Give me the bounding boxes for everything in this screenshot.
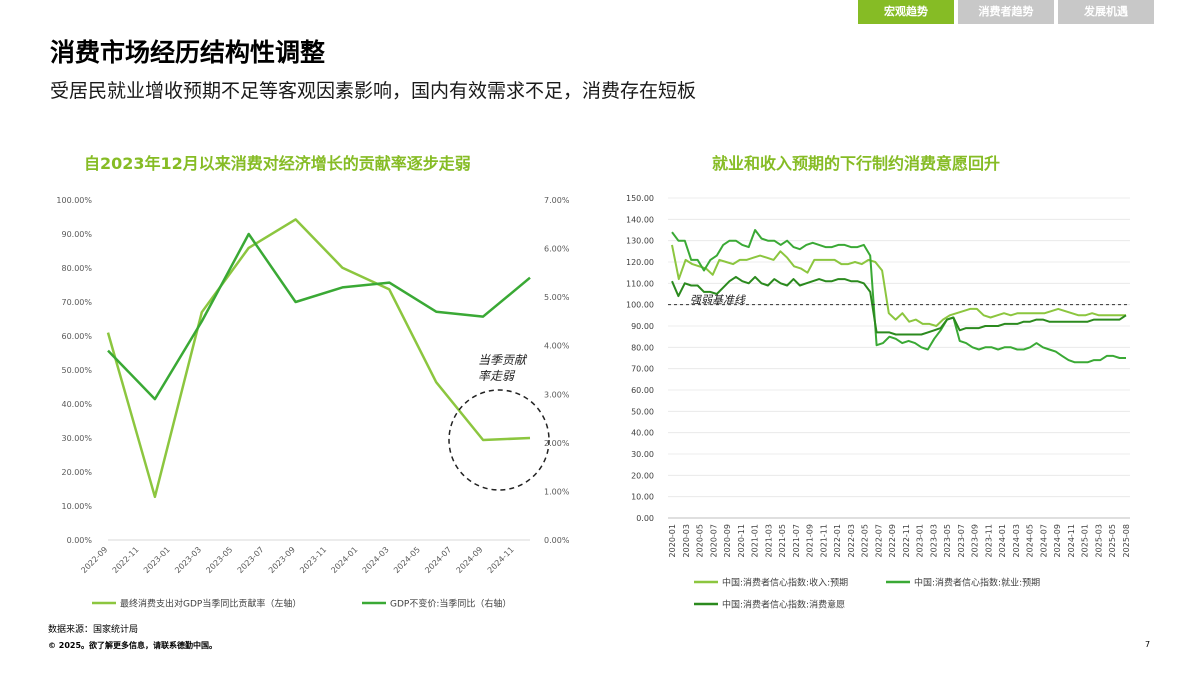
chart2-x-tick: 2024-03: [1012, 524, 1021, 557]
chart2-y-tick: 110.00: [626, 279, 654, 288]
tab-opportunities[interactable]: 发展机遇: [1058, 0, 1154, 24]
chart2-x-tick: 2020-09: [723, 524, 732, 557]
chart2-x-tick: 2022-11: [902, 524, 911, 557]
chart2-baseline-label: 强弱基准线: [690, 294, 746, 307]
chart2-y-tick: 30.00: [631, 450, 654, 459]
chart1-consumption-contribution: 0.00% 10.00% 20.00% 30.00% 40.00% 50.00% 60.00…: [56, 196, 570, 610]
chart2-x-tick: 2023-05: [943, 524, 952, 557]
chart2-x-tick: 2025-05: [1108, 524, 1117, 557]
tab-consumer-trends[interactable]: 消费者趋势: [958, 0, 1054, 24]
chart2-legend-label-2: 中国:消费者信心指数:消费意愿: [722, 599, 845, 611]
chart2-legend-label-0: 中国:消费者信心指数:收入:预期: [722, 577, 848, 589]
top-nav: 宏观趋势 消费者趋势 发展机遇: [858, 0, 1154, 24]
copyright: © 2025。欲了解更多信息，请联系德勤中国。: [48, 641, 218, 650]
chart1-right-tick: 0.00%: [544, 536, 570, 545]
chart2-y-tick: 70.00: [631, 365, 654, 374]
chart1-annotation-circle: [448, 389, 550, 491]
chart1-left-tick: 30.00%: [61, 434, 92, 443]
chart2-x-tick: 2020-01: [668, 524, 677, 557]
chart2-x-tick: 2023-01: [916, 524, 925, 557]
chart2-x-tick: 2020-11: [737, 524, 746, 557]
chart2-x-tick: 2024-07: [1039, 524, 1048, 557]
chart1-right-tick: 2.00%: [544, 439, 570, 448]
chart2-x-tick: 2021-07: [792, 524, 801, 557]
chart1-left-tick: 80.00%: [61, 264, 92, 273]
chart2-y-tick: 140.00: [626, 215, 654, 224]
chart1-series-1: [107, 232, 531, 401]
chart1-left-tick: 60.00%: [61, 332, 92, 341]
page-title: 消费市场经历结构性调整: [50, 38, 326, 67]
chart2-x-tick: 2024-05: [1026, 524, 1035, 557]
chart2-x-tick: 2021-09: [806, 524, 815, 557]
chart1-right-tick: 1.00%: [544, 487, 570, 496]
chart1-annotation-text: 当季贡献: [478, 353, 528, 367]
chart2-x-tick: 2022-07: [874, 524, 883, 557]
chart1-left-tick: 0.00%: [67, 536, 93, 545]
chart2-x-tick: 2022-05: [861, 524, 870, 557]
chart2-y-tick: 120.00: [626, 258, 654, 267]
chart1-left-tick: 50.00%: [61, 366, 92, 375]
chart2-legend-label-1: 中国:消费者信心指数:就业:预期: [914, 577, 1040, 589]
chart1-right-tick: 3.00%: [544, 390, 570, 399]
chart2-x-tick: 2023-03: [929, 524, 938, 557]
page-subtitle: 受居民就业增收预期不足等客观因素影响，国内有效需求不足，消费存在短板: [50, 80, 697, 102]
chart2-x-tick: 2021-01: [751, 524, 760, 557]
chart2-x-tick: 2021-03: [764, 524, 773, 557]
chart2-x-tick: 2025-08: [1122, 524, 1131, 557]
chart1-series-0: [106, 218, 531, 499]
chart1-legend-label-1: GDP不变价:当季同比（右轴）: [390, 598, 511, 610]
chart2-x-tick: 2023-11: [984, 524, 993, 557]
chart2-series-1: [671, 229, 1126, 364]
chart2-consumer-confidence: 0.00 10.00 20.00 30.00 40.00 50.00 60.00 70.00 8…: [626, 194, 1131, 611]
chart2-title: 就业和收入预期的下行制约消费意愿回升: [712, 154, 1001, 173]
chart2-series-2: [671, 275, 1127, 336]
data-source: 数据来源：国家统计局: [48, 625, 139, 635]
chart2-x-tick: 2024-11: [1067, 524, 1076, 557]
chart2-x-tick: 2021-05: [778, 524, 787, 557]
chart1-left-tick: 70.00%: [61, 298, 92, 307]
chart2-y-tick: 20.00: [631, 471, 654, 480]
chart2-y-tick: 50.00: [631, 407, 654, 416]
chart2-x-tick: 2020-05: [696, 524, 705, 557]
chart1-right-tick: 5.00%: [544, 293, 570, 302]
chart1-annotation-text: 率走弱: [478, 369, 516, 383]
chart2-y-tick: 60.00: [631, 386, 654, 395]
chart2-x-tick: 2023-07: [957, 524, 966, 557]
chart2-y-tick: 90.00: [631, 322, 654, 331]
chart1-left-tick: 90.00%: [61, 230, 92, 239]
chart2-y-tick: 100.00: [626, 301, 654, 310]
chart2-y-tick: 150.00: [626, 194, 654, 203]
chart2-x-tick: 2020-03: [682, 524, 691, 557]
chart2-x-tick: 2023-09: [971, 524, 980, 557]
chart1-right-tick: 7.00%: [544, 196, 570, 205]
chart2-y-tick: 10.00: [631, 493, 654, 502]
chart2-x-tick: 2025-01: [1081, 524, 1090, 557]
chart2-x-tick: 2024-09: [1053, 524, 1062, 557]
chart2-y-tick: 0.00: [636, 514, 654, 523]
chart1-legend-label-0: 最终消费支出对GDP当季同比贡献率（左轴）: [120, 598, 301, 610]
chart1-left-tick: 100.00%: [56, 196, 92, 205]
chart2-x-tick: 2022-01: [833, 524, 842, 557]
chart1-left-tick: 20.00%: [61, 468, 92, 477]
chart2-x-tick: 2021-11: [819, 524, 828, 557]
chart2-series-0: [671, 244, 1126, 327]
chart1-title: 自2023年12月以来消费对经济增长的贡献率逐步走弱: [84, 154, 471, 173]
chart2-x-tick: 2022-03: [847, 524, 856, 557]
chart2-x-tick: 2024-01: [998, 524, 1007, 557]
chart2-x-tick: 2022-09: [888, 524, 897, 557]
chart1-right-tick: 4.00%: [544, 342, 570, 351]
chart2-y-tick: 40.00: [631, 429, 654, 438]
chart2-x-tick: 2020-07: [709, 524, 718, 557]
chart2-y-tick: 130.00: [626, 237, 654, 246]
tab-macro-trends[interactable]: 宏观趋势: [858, 0, 954, 24]
page-number: 7: [1145, 640, 1151, 649]
chart2-y-tick: 80.00: [631, 343, 654, 352]
chart2-x-tick: 2025-03: [1094, 524, 1103, 557]
chart1-left-tick: 10.00%: [61, 502, 92, 511]
chart1-right-tick: 6.00%: [544, 245, 570, 254]
chart1-left-tick: 40.00%: [61, 400, 92, 409]
